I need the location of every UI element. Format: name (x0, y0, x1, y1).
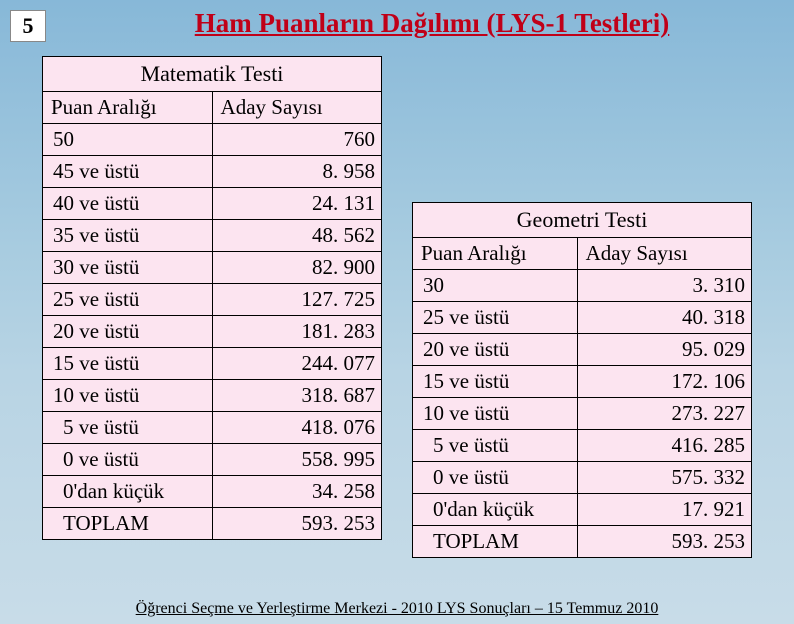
math-table-body: 5076045 ve üstü8. 95840 ve üstü24. 13135… (43, 124, 382, 540)
math-row-label: 0 ve üstü (43, 444, 213, 476)
math-row-label: 10 ve üstü (43, 380, 213, 412)
geo-row-value: 3. 310 (577, 270, 751, 302)
math-row: TOPLAM593. 253 (43, 508, 382, 540)
geo-row-value: 593. 253 (577, 526, 751, 558)
geo-row-label: 0 ve üstü (413, 462, 578, 494)
geo-row-value: 40. 318 (577, 302, 751, 334)
math-col-range: Puan Aralığı (43, 92, 213, 124)
tables-container: Matematik Testi Puan Aralığı Aday Sayısı… (42, 56, 776, 558)
geo-row-value: 95. 029 (577, 334, 751, 366)
math-row-value: 82. 900 (212, 252, 381, 284)
math-row-value: 593. 253 (212, 508, 381, 540)
math-row: 30 ve üstü82. 900 (43, 252, 382, 284)
page-number-badge: 5 (10, 10, 46, 42)
geo-row: 15 ve üstü172. 106 (413, 366, 752, 398)
geo-row: 0'dan küçük17. 921 (413, 494, 752, 526)
geo-row-label: 15 ve üstü (413, 366, 578, 398)
math-row-value: 558. 995 (212, 444, 381, 476)
math-row-label: 20 ve üstü (43, 316, 213, 348)
math-row: 20 ve üstü181. 283 (43, 316, 382, 348)
geo-row-value: 17. 921 (577, 494, 751, 526)
math-row-value: 181. 283 (212, 316, 381, 348)
math-row-label: 0'dan küçük (43, 476, 213, 508)
math-row-value: 244. 077 (212, 348, 381, 380)
geo-row: 0 ve üstü575. 332 (413, 462, 752, 494)
math-row-value: 760 (212, 124, 381, 156)
geo-row: 20 ve üstü95. 029 (413, 334, 752, 366)
geo-row: 303. 310 (413, 270, 752, 302)
math-row-label: TOPLAM (43, 508, 213, 540)
footer-text: Öğrenci Seçme ve Yerleştirme Merkezi - 2… (0, 600, 794, 618)
geo-row: TOPLAM593. 253 (413, 526, 752, 558)
math-row-value: 8. 958 (212, 156, 381, 188)
math-row-label: 40 ve üstü (43, 188, 213, 220)
math-row-value: 48. 562 (212, 220, 381, 252)
math-table-wrap: Matematik Testi Puan Aralığı Aday Sayısı… (42, 56, 382, 540)
math-col-count: Aday Sayısı (212, 92, 381, 124)
math-row-label: 30 ve üstü (43, 252, 213, 284)
geo-row: 5 ve üstü416. 285 (413, 430, 752, 462)
geo-col-range: Puan Aralığı (413, 238, 578, 270)
geo-row-label: 5 ve üstü (413, 430, 578, 462)
math-row: 10 ve üstü318. 687 (43, 380, 382, 412)
math-row-label: 45 ve üstü (43, 156, 213, 188)
geo-row-label: 0'dan küçük (413, 494, 578, 526)
geo-table-wrap: Geometri Testi Puan Aralığı Aday Sayısı … (412, 202, 752, 558)
math-row-value: 127. 725 (212, 284, 381, 316)
math-row: 0 ve üstü558. 995 (43, 444, 382, 476)
math-table-caption: Matematik Testi (42, 56, 382, 91)
math-row-value: 318. 687 (212, 380, 381, 412)
geo-row-value: 172. 106 (577, 366, 751, 398)
math-table-header-row: Puan Aralığı Aday Sayısı (43, 92, 382, 124)
geo-row-label: 10 ve üstü (413, 398, 578, 430)
math-row: 15 ve üstü244. 077 (43, 348, 382, 380)
geo-row-label: TOPLAM (413, 526, 578, 558)
geo-row-label: 20 ve üstü (413, 334, 578, 366)
geo-table: Geometri Testi Puan Aralığı Aday Sayısı … (412, 202, 752, 558)
math-row: 50760 (43, 124, 382, 156)
math-row: 45 ve üstü8. 958 (43, 156, 382, 188)
math-row: 40 ve üstü24. 131 (43, 188, 382, 220)
math-row: 0'dan küçük34. 258 (43, 476, 382, 508)
math-row-label: 15 ve üstü (43, 348, 213, 380)
geo-col-count: Aday Sayısı (577, 238, 751, 270)
geo-table-caption: Geometri Testi (412, 202, 752, 237)
math-row-label: 25 ve üstü (43, 284, 213, 316)
geo-table-header-row: Puan Aralığı Aday Sayısı (413, 238, 752, 270)
page-number-text: 5 (23, 13, 34, 39)
math-row-value: 24. 131 (212, 188, 381, 220)
geo-row-label: 30 (413, 270, 578, 302)
math-row-value: 418. 076 (212, 412, 381, 444)
page-title: Ham Puanların Dağılımı (LYS-1 Testleri) (80, 8, 784, 39)
geo-row: 10 ve üstü273. 227 (413, 398, 752, 430)
geo-row-label: 25 ve üstü (413, 302, 578, 334)
math-row: 25 ve üstü127. 725 (43, 284, 382, 316)
math-row-label: 50 (43, 124, 213, 156)
geo-row-value: 273. 227 (577, 398, 751, 430)
math-row-label: 5 ve üstü (43, 412, 213, 444)
math-table: Matematik Testi Puan Aralığı Aday Sayısı… (42, 56, 382, 540)
geo-row-value: 416. 285 (577, 430, 751, 462)
math-row-value: 34. 258 (212, 476, 381, 508)
geo-table-body: 303. 31025 ve üstü40. 31820 ve üstü95. 0… (413, 270, 752, 558)
math-row-label: 35 ve üstü (43, 220, 213, 252)
math-row: 35 ve üstü48. 562 (43, 220, 382, 252)
math-row: 5 ve üstü418. 076 (43, 412, 382, 444)
geo-row: 25 ve üstü40. 318 (413, 302, 752, 334)
geo-row-value: 575. 332 (577, 462, 751, 494)
